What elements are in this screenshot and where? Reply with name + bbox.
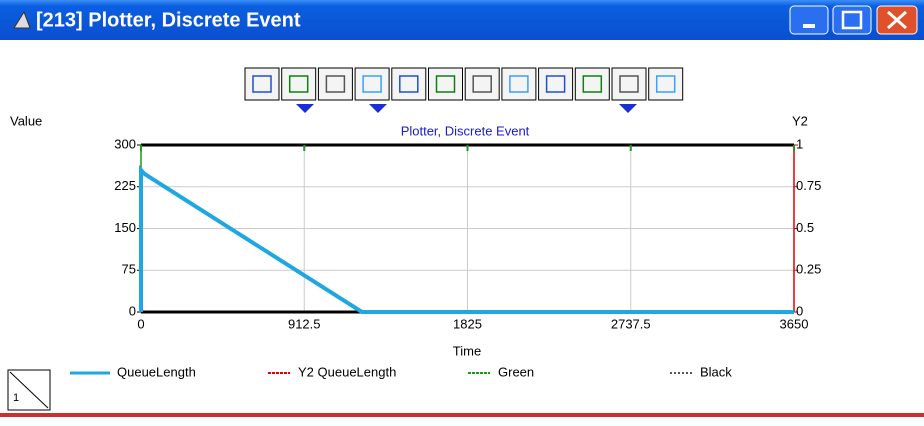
toolbar-icon — [509, 75, 529, 93]
toolbar-button[interactable] — [281, 67, 317, 101]
toolbar-button[interactable] — [244, 67, 280, 101]
x-tick-label: 0 — [137, 316, 144, 331]
toolbar-button[interactable] — [464, 67, 500, 101]
toolbar-button[interactable] — [317, 67, 353, 101]
title-bar — [0, 0, 924, 40]
toolbar-icon — [619, 75, 639, 93]
toolbar-icon — [325, 75, 346, 93]
toolbar-icon — [545, 75, 566, 93]
toolbar-icon — [582, 75, 603, 93]
toolbar-icon — [362, 75, 382, 93]
minimize-button[interactable] — [789, 5, 829, 35]
toolbar — [244, 67, 684, 101]
toolbar-icon — [399, 75, 419, 93]
legend-label: Black — [700, 364, 732, 379]
y2-tick-label: 0.75 — [796, 178, 821, 193]
window-icon — [13, 10, 31, 29]
toolbar-button[interactable] — [354, 67, 390, 101]
y2-tick-label: 0.25 — [796, 262, 821, 277]
y-axis-label: Value — [10, 113, 42, 128]
minimize-icon — [803, 24, 815, 28]
y-tick-label: 0 — [129, 303, 136, 318]
window-title: [213] Plotter, Discrete Event — [36, 9, 301, 31]
toolbar-icon — [655, 75, 676, 93]
data-line — [139, 164, 794, 314]
y-tick-label: 75 — [122, 262, 136, 277]
x-tick-label: 2737.5 — [611, 316, 651, 331]
toolbar-icon — [472, 75, 492, 93]
x-tick-label: 1825 — [453, 316, 482, 331]
y2-axis-label: Y2 — [792, 113, 808, 128]
toolbar-button[interactable] — [611, 67, 647, 101]
chart-title: Plotter, Discrete Event — [401, 123, 530, 138]
maximize-button[interactable] — [832, 5, 872, 35]
y-tick-label: 150 — [114, 220, 136, 235]
x-axis-label: Time — [453, 343, 481, 358]
close-icon — [887, 10, 907, 30]
page-number: 1 — [13, 392, 19, 404]
toolbar-button[interactable] — [538, 67, 574, 101]
y2-tick-label: 1 — [796, 136, 803, 151]
toolbar-button[interactable] — [574, 67, 610, 101]
bottom-border — [0, 413, 924, 417]
x-tick-label: 912.5 — [288, 316, 321, 331]
maximize-icon — [841, 10, 863, 30]
toolbar-button[interactable] — [428, 67, 463, 101]
legend-label: Y2 QueueLength — [298, 364, 396, 379]
toolbar-button[interactable] — [501, 67, 537, 101]
page-box-diagonal — [9, 371, 49, 409]
y-tick-label: 225 — [114, 178, 136, 193]
y-tick-label: 300 — [114, 136, 136, 151]
toolbar-icon — [435, 75, 456, 93]
y2-tick-label: 0 — [796, 303, 803, 318]
toolbar-button[interactable] — [648, 67, 684, 101]
toolbar-icon — [288, 75, 309, 93]
legend-label: Green — [498, 364, 534, 379]
toolbar-markers — [296, 104, 637, 113]
x-tick-label: 3650 — [780, 316, 809, 331]
y2-tick-label: 0.5 — [796, 220, 814, 235]
legend-label: QueueLength — [117, 364, 196, 379]
toolbar-icon — [252, 75, 272, 93]
toolbar-button[interactable] — [391, 67, 427, 101]
